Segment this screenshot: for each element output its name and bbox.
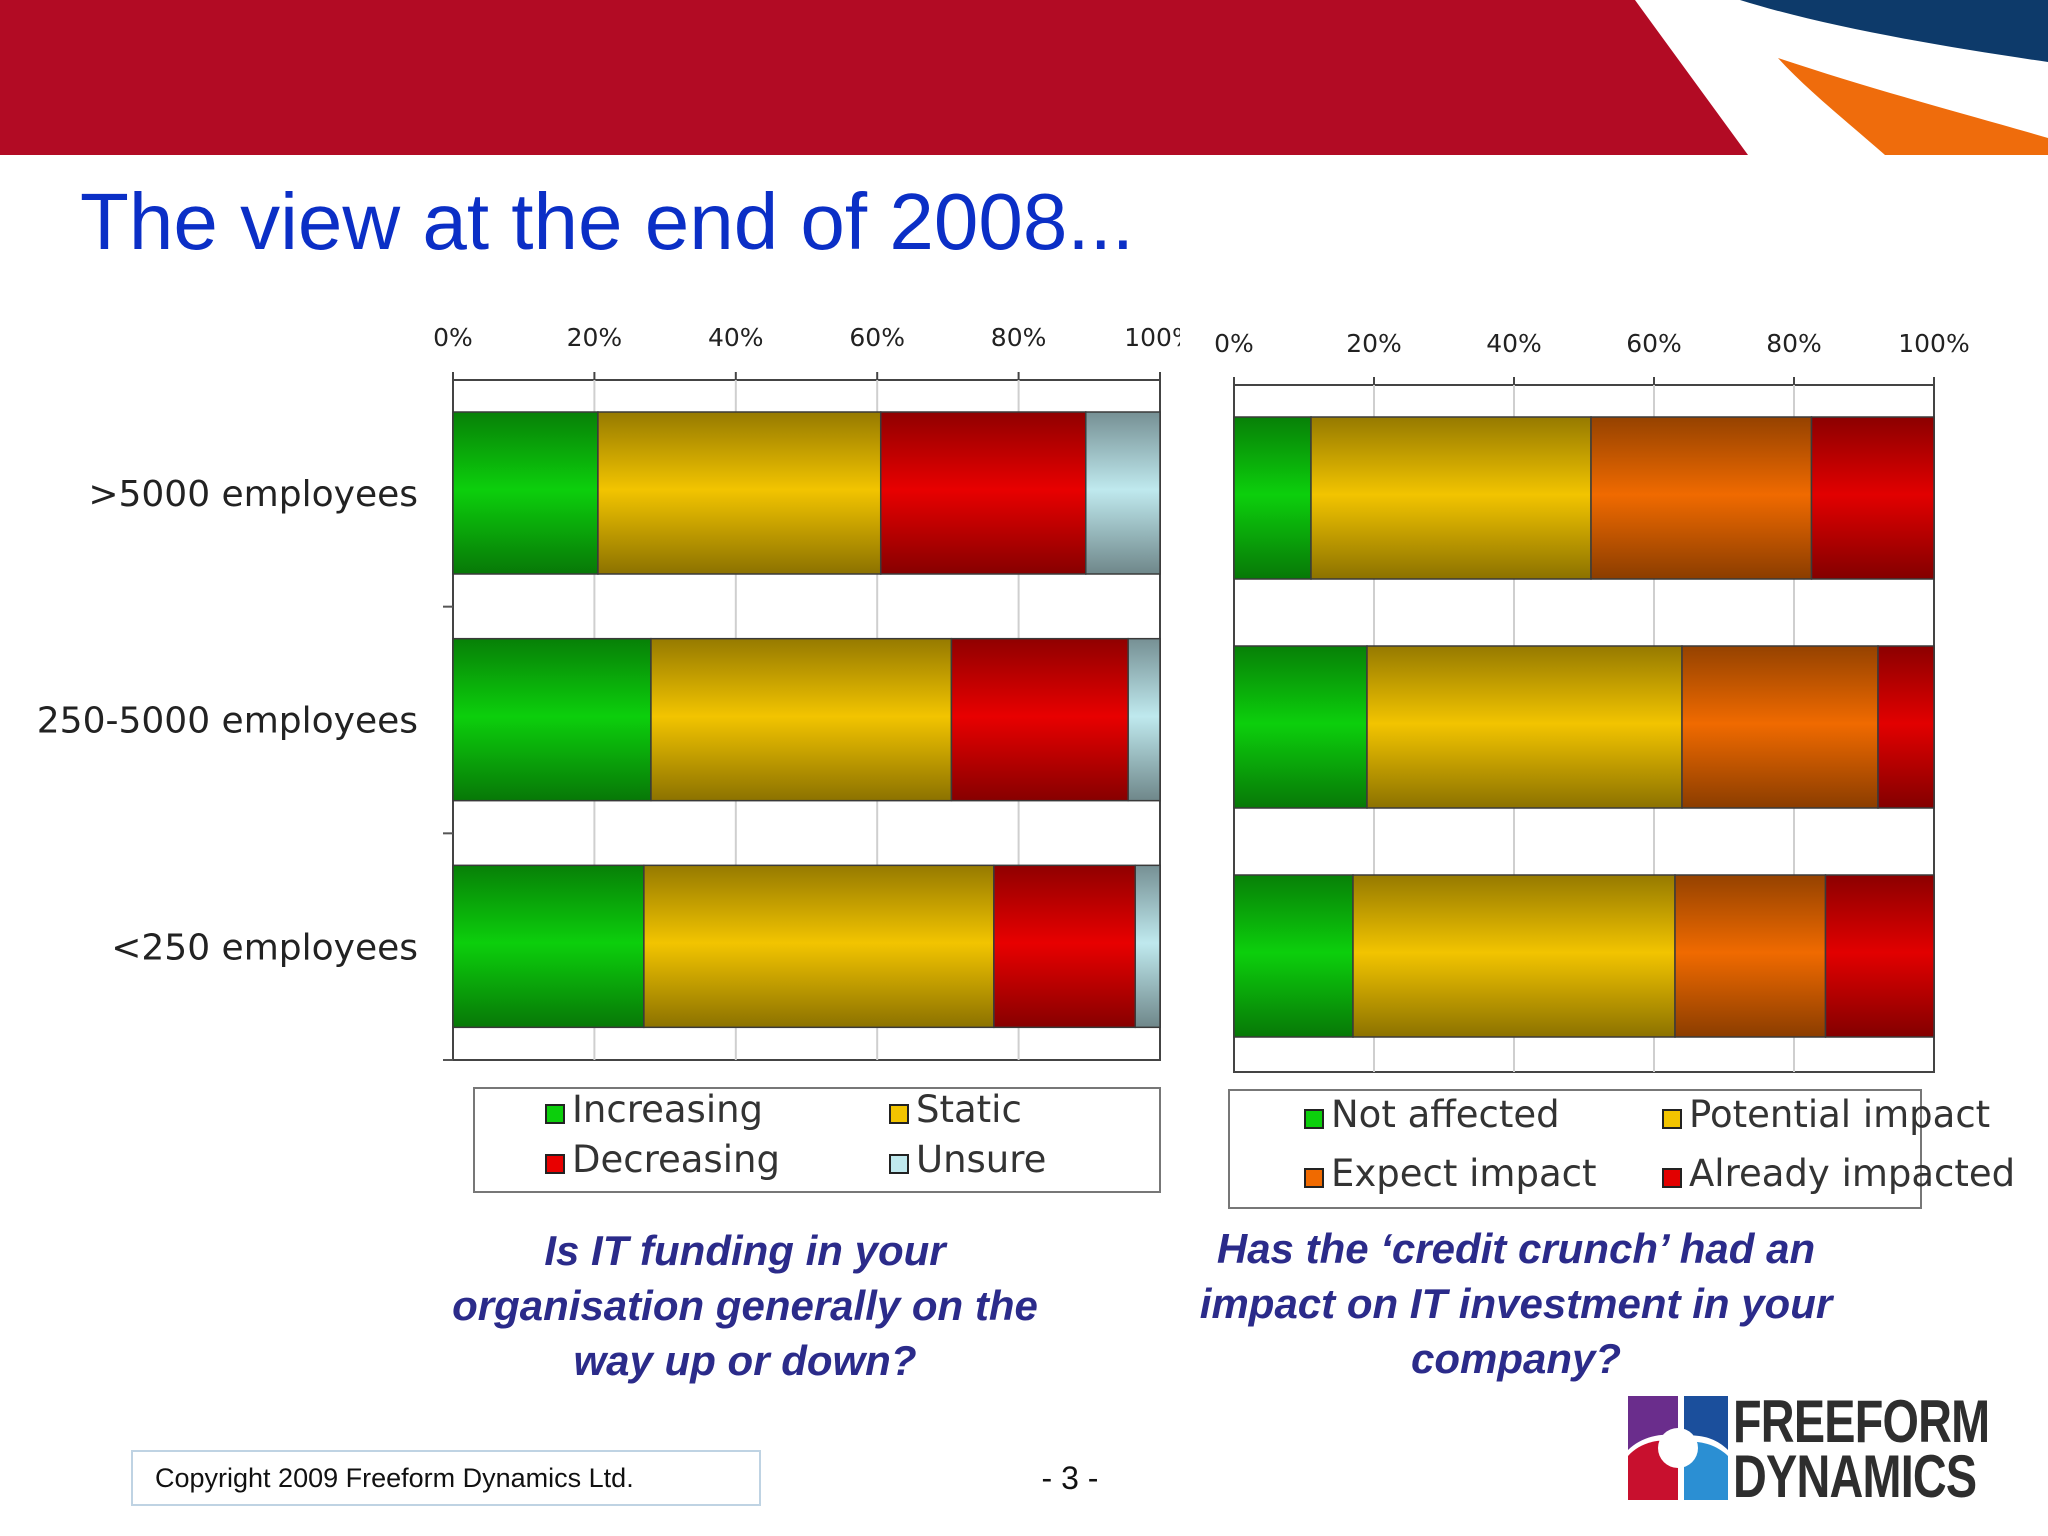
legend-box [1228,1089,1922,1209]
bar-segment [1366,645,1683,809]
banner-navy-swoosh [1740,0,2048,62]
x-tick-labels: 0% 20% 40% 60% 80% 100% [1214,329,1970,358]
legend: Increasing Static Decreasing Unsure [473,1087,1161,1193]
legend-label: Decreasing [572,1138,780,1181]
question-credit-crunch: Has the ‘credit crunch’ had an impact on… [1199,1225,1833,1382]
logo-text-line2: DYNAMICS [1733,1443,1977,1510]
copyright-box: Copyright 2009 Freeform Dynamics Ltd. [131,1450,761,1506]
bar-segment [597,411,882,575]
legend-label: Static [916,1088,1022,1131]
bar-segment [1085,411,1161,575]
legend-swatch [889,1104,909,1124]
legend-label: Increasing [572,1088,763,1131]
legend-swatch [1304,1168,1324,1188]
x-tick-label: 100% [1124,323,1180,352]
x-tick-label: 20% [1346,329,1402,358]
logo-mark-icon [1628,1396,1728,1500]
bar-segment [1681,645,1879,809]
page-number: - 3 - [1041,1460,1099,1496]
bar-segment [1590,416,1813,580]
bar-segment [1674,874,1827,1038]
bar-segment [1233,416,1312,580]
legend-swatch [1662,1168,1682,1188]
bar-segment [643,864,995,1029]
legend-label: Potential impact [1689,1093,1990,1136]
chart-it-funding: 0% 20% 40% 60% 80% 100% >5000 employees 250-50… [37,323,1180,1193]
x-tick-label: 80% [991,323,1047,352]
bar-segment [650,637,953,802]
banner-orange-swoosh [1778,58,2048,155]
copyright-text: Copyright 2009 Freeform Dynamics Ltd. [155,1463,634,1493]
legend: Not affected Potential impact Expect impac… [1228,1089,2015,1209]
x-tick-labels: 0% 20% 40% 60% 80% 100% [433,323,1180,352]
legend-label: Already impacted [1689,1152,2015,1195]
category-labels: >5000 employees 250-5000 employees <250 em… [37,474,418,968]
bar-segment [879,411,1087,575]
legend-box [473,1087,1161,1193]
bar-segment [452,637,652,802]
bar-segment [1352,874,1676,1038]
legend-swatch [889,1154,909,1174]
legend-label: Unsure [916,1138,1046,1181]
bar-segment [452,864,645,1029]
legend-label: Expect impact [1331,1152,1596,1195]
category-label: >5000 employees [88,474,418,515]
question-it-funding: Is IT funding in your organisation gener… [452,1227,1038,1384]
bar-segment [1824,874,1935,1038]
legend-swatch [545,1154,565,1174]
bar-segment [452,411,599,575]
bar-segment [1233,874,1354,1038]
page-title: The view at the end of 2008... [80,177,1135,266]
legend-label: Not affected [1331,1093,1560,1136]
bar-segment [950,637,1129,802]
bar-segment [1310,416,1592,580]
x-tick-label: 0% [1214,329,1254,358]
x-tick-label: 60% [849,323,905,352]
x-tick-label: 60% [1626,329,1682,358]
bar-segment [1877,645,1935,809]
x-tick-label: 80% [1766,329,1822,358]
x-tick-label: 40% [708,323,764,352]
logo-text-line1: FREEFORM [1733,1388,1990,1455]
bars [452,411,1161,1029]
bar-segment [1810,416,1935,580]
header-banner [0,0,2048,155]
legend-swatch [1662,1109,1682,1129]
category-label: <250 employees [111,927,418,968]
bar-segment [1134,864,1161,1029]
x-tick-label: 20% [567,323,623,352]
x-tick-label: 0% [433,323,473,352]
legend-swatch [1304,1109,1324,1129]
category-label: 250-5000 employees [37,701,418,742]
legend-swatch [545,1104,565,1124]
bars [1233,416,1935,1038]
bar-segment [993,864,1137,1029]
chart-credit-crunch: 0% 20% 40% 60% 80% 100% Not affected Potential… [1214,329,2015,1209]
bar-segment [1233,645,1368,809]
x-tick-label: 100% [1898,329,1969,358]
bar-segment [1127,637,1161,802]
x-tick-label: 40% [1486,329,1542,358]
